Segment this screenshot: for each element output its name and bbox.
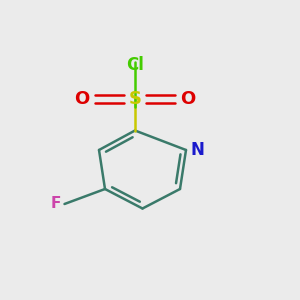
Text: O: O: [181, 90, 196, 108]
Text: Cl: Cl: [126, 56, 144, 74]
Text: O: O: [74, 90, 89, 108]
Text: N: N: [190, 141, 204, 159]
Text: S: S: [128, 90, 142, 108]
Text: F: F: [51, 196, 62, 211]
